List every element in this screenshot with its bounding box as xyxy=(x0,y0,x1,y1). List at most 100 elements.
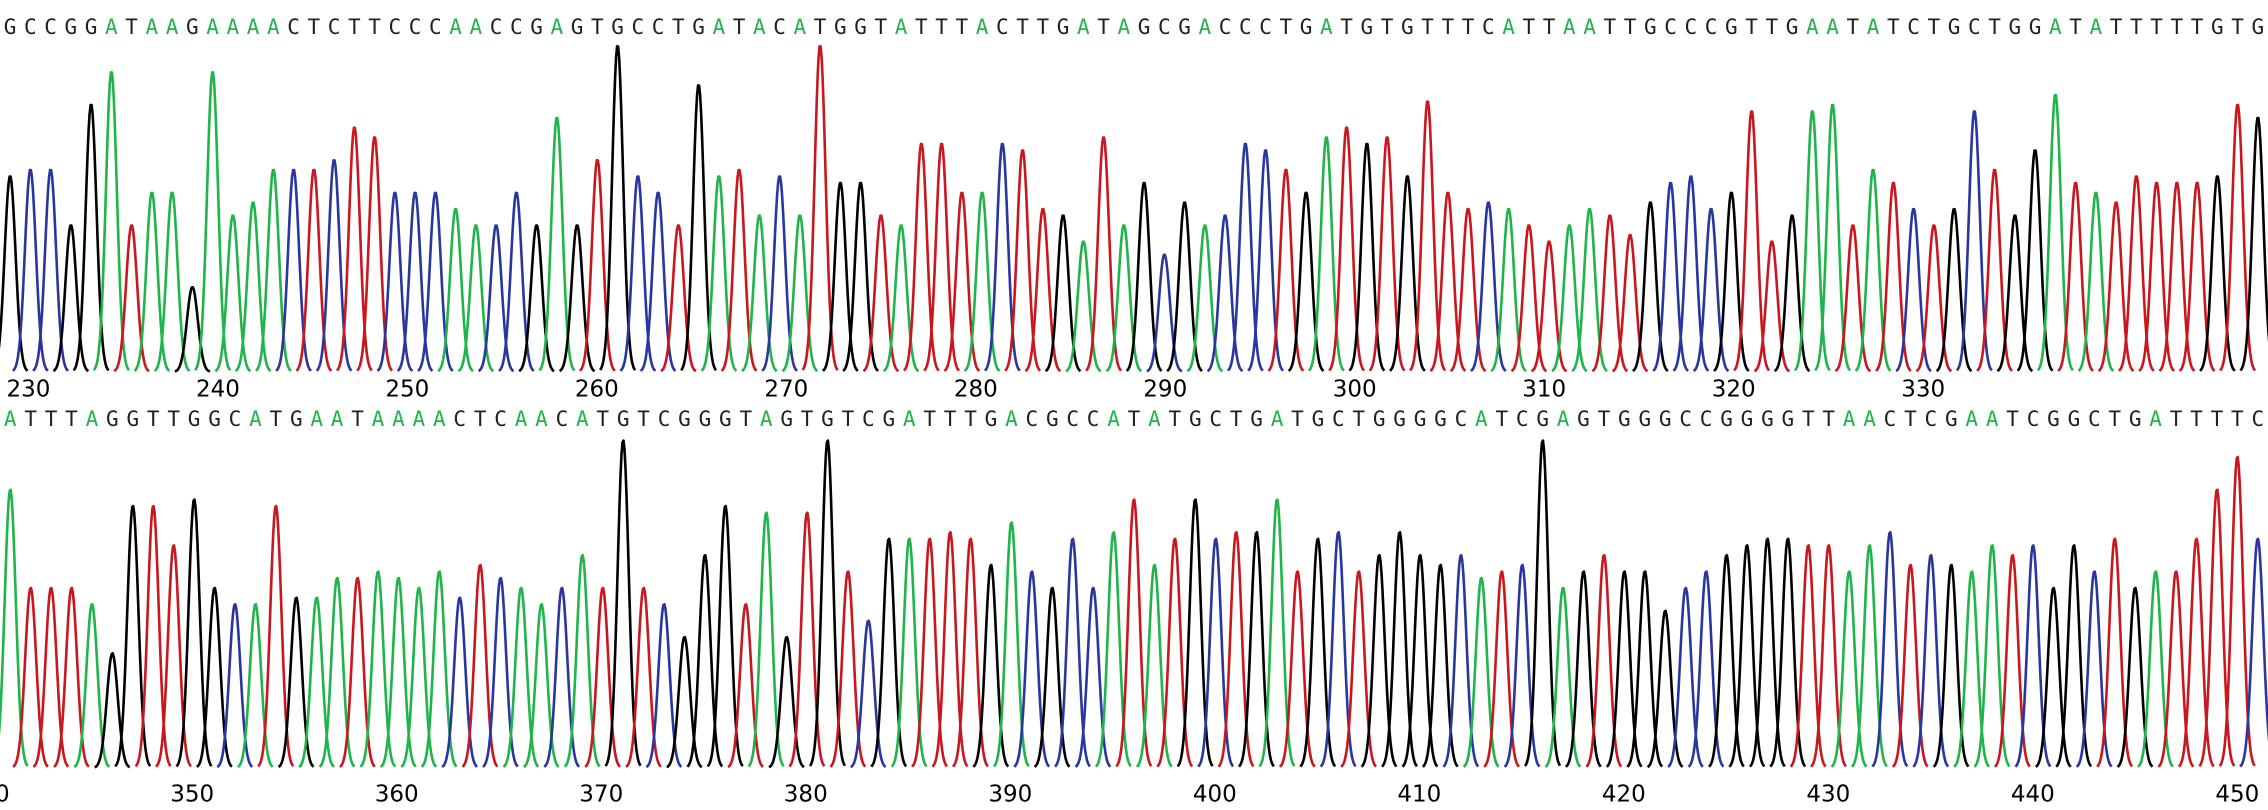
base-letter: C xyxy=(658,407,671,431)
peak xyxy=(1953,570,1991,768)
peak xyxy=(174,286,211,373)
peak xyxy=(216,603,254,769)
peak xyxy=(1973,544,2011,768)
peak xyxy=(52,224,90,373)
base-letter: T xyxy=(1624,15,1637,39)
base-letter: G xyxy=(1361,15,1374,39)
peak xyxy=(1814,103,1852,372)
base-letter: T xyxy=(1016,15,1029,39)
base-letter: A xyxy=(1320,15,1333,39)
base-letter: G xyxy=(854,15,867,39)
peak xyxy=(538,116,576,372)
peak xyxy=(706,504,744,768)
x-tick-label: 290 xyxy=(1143,377,1187,403)
peak xyxy=(1442,553,1480,768)
peak xyxy=(1789,544,1827,768)
base-letter: T xyxy=(875,15,888,39)
base-letter: T xyxy=(637,407,650,431)
base-letter: T xyxy=(2190,407,2203,431)
base-letter: C xyxy=(1664,15,1677,39)
base-letter: T xyxy=(1523,15,1536,39)
peak xyxy=(2239,537,2268,768)
base-letter: T xyxy=(1928,15,1941,39)
peak xyxy=(1871,531,1909,768)
peak xyxy=(1996,214,2034,373)
base-letter: T xyxy=(1230,407,1243,431)
base-letter: C xyxy=(1679,407,1692,431)
peak xyxy=(175,498,213,768)
base-letter: A xyxy=(1843,407,1856,431)
peak xyxy=(1935,207,1973,373)
base-letter: C xyxy=(1482,15,1495,39)
base-letter: G xyxy=(1782,407,1795,431)
base-letter: A xyxy=(105,15,118,39)
base-letter: T xyxy=(739,407,752,431)
peak xyxy=(1994,553,2031,768)
base-letter: T xyxy=(45,407,58,431)
peak xyxy=(2014,544,2052,768)
peak xyxy=(686,553,724,768)
peak xyxy=(441,596,478,769)
base-letter: C xyxy=(328,15,341,39)
peak xyxy=(660,224,697,373)
peak xyxy=(1368,136,1406,372)
peak xyxy=(680,84,718,372)
peak xyxy=(1591,214,1629,373)
base-letter: G xyxy=(1393,407,1406,431)
peak xyxy=(1381,531,1418,768)
peak xyxy=(2096,537,2134,768)
peak xyxy=(983,142,1021,372)
base-letter: C xyxy=(1516,407,1529,431)
x-tick-label: 280 xyxy=(954,377,998,403)
base-letter: G xyxy=(1720,407,1733,431)
peak xyxy=(1891,563,1929,768)
peak xyxy=(1054,537,1091,768)
peak xyxy=(882,224,920,373)
base-letter: G xyxy=(1786,15,1799,39)
base-letter: A xyxy=(1077,15,1090,39)
base-letter: T xyxy=(1421,15,1434,39)
peak xyxy=(1932,563,1970,768)
peak xyxy=(1105,224,1143,373)
base-letter: A xyxy=(753,15,766,39)
peak xyxy=(1728,544,1766,768)
base-letter: A xyxy=(166,15,179,39)
peak xyxy=(2016,149,2054,372)
peak xyxy=(1401,553,1439,768)
base-letter: C xyxy=(2088,407,2101,431)
base-letter: A xyxy=(794,15,807,39)
base-letter: G xyxy=(2129,407,2142,431)
base-letter: T xyxy=(2231,407,2244,431)
base-letter: A xyxy=(1271,407,1284,431)
peak xyxy=(2199,175,2236,372)
base-letter: G xyxy=(1250,407,1263,431)
base-letter: C xyxy=(24,15,37,39)
base-letter: A xyxy=(413,407,426,431)
peak xyxy=(1769,537,1807,768)
x-tick-label: 390 xyxy=(988,782,1032,808)
base-letter: A xyxy=(449,15,462,39)
peak xyxy=(902,142,940,372)
x-tick-label: 260 xyxy=(575,377,619,403)
peak xyxy=(1895,207,1932,373)
base-letter: C xyxy=(1700,407,1713,431)
base-letter: C xyxy=(2027,407,2040,431)
base-letter: T xyxy=(125,15,138,39)
base-letter: A xyxy=(1563,15,1576,39)
peak xyxy=(1571,207,1608,373)
peak xyxy=(1033,586,1071,768)
peak xyxy=(420,570,458,768)
peak xyxy=(2116,586,2154,768)
base-letter: C xyxy=(1685,15,1698,39)
peak xyxy=(625,586,662,768)
peak xyxy=(1319,531,1357,768)
peak xyxy=(1912,553,1950,768)
x-tick-label: 430 xyxy=(1806,782,1850,808)
base-letter: A xyxy=(470,15,483,39)
base-letter: A xyxy=(146,15,159,39)
base-letter: C xyxy=(44,15,57,39)
base-letter: G xyxy=(834,15,847,39)
x-tick-label: 310 xyxy=(1522,377,1566,403)
base-letter: G xyxy=(1725,15,1738,39)
peak xyxy=(1176,498,1214,768)
